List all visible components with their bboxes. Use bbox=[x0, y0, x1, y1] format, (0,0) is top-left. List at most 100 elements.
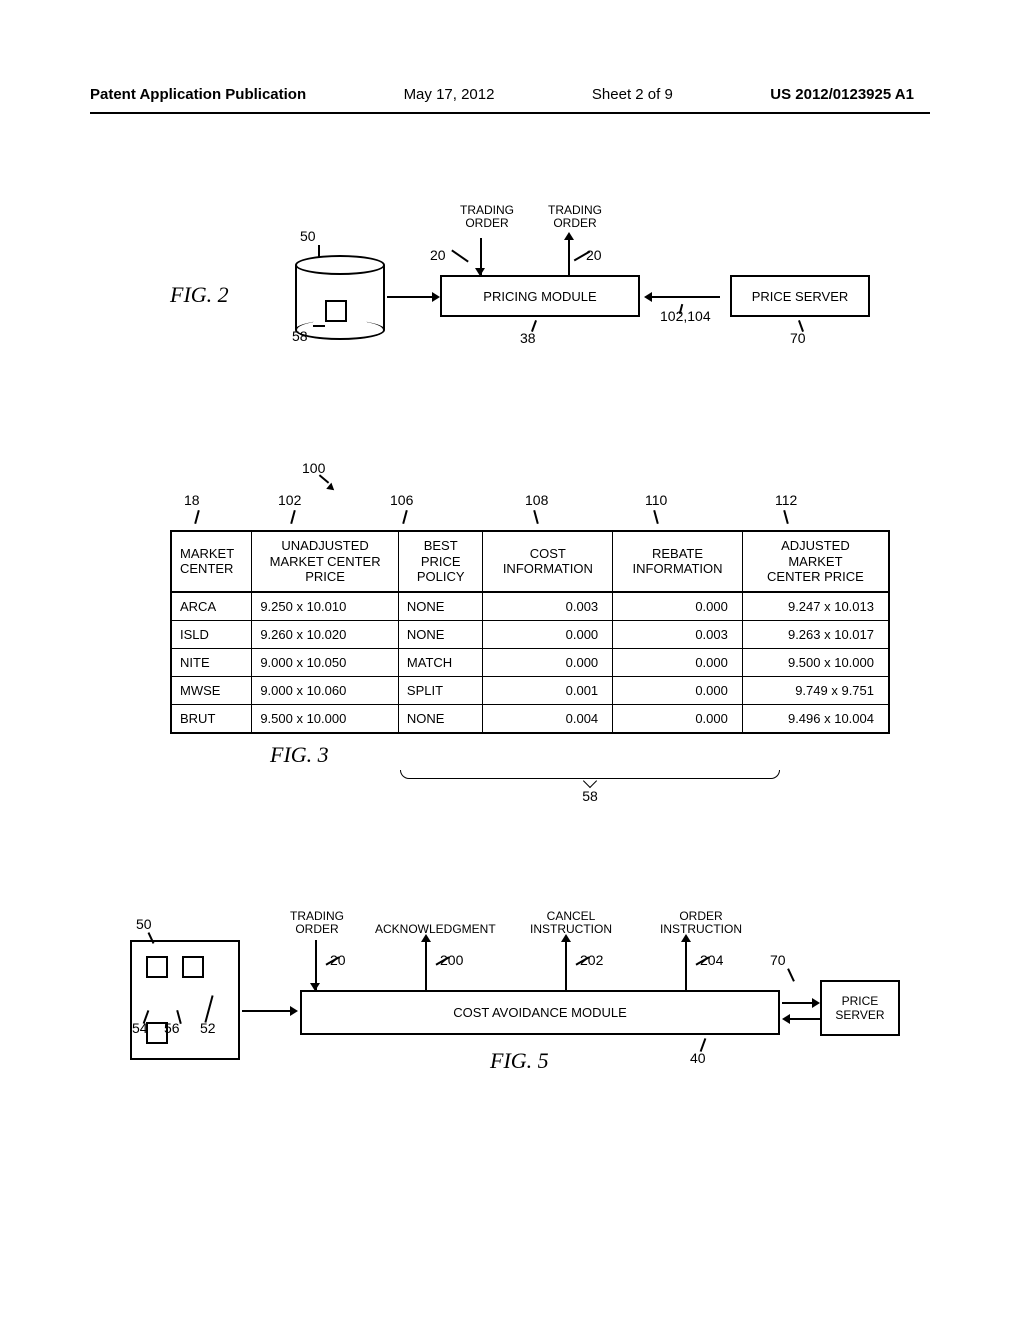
arrow-up bbox=[568, 240, 570, 275]
ref-52: 52 bbox=[200, 1020, 216, 1036]
leader-line bbox=[313, 325, 325, 327]
arrowhead-down-icon bbox=[475, 268, 485, 276]
colref-102: 102 bbox=[278, 492, 301, 508]
cost-avoidance-module-box: COST AVOIDANCE MODULE bbox=[300, 990, 780, 1035]
table-cell: NITE bbox=[171, 648, 252, 676]
table-cell: 0.001 bbox=[483, 676, 613, 704]
ref-70: 70 bbox=[770, 952, 786, 968]
arrowhead-down-icon bbox=[310, 983, 320, 991]
table-body: ARCA9.250 x 10.010NONE0.0030.0009.247 x … bbox=[171, 592, 889, 733]
ref-50: 50 bbox=[136, 916, 152, 932]
inner-box-56 bbox=[182, 956, 204, 978]
table-cell: 9.250 x 10.010 bbox=[252, 592, 399, 621]
table-cell: 0.004 bbox=[483, 704, 613, 733]
leader-line bbox=[533, 510, 539, 524]
table-cell: 0.003 bbox=[613, 620, 743, 648]
arrow-up bbox=[425, 942, 427, 990]
table-cell: 9.500 x 10.000 bbox=[252, 704, 399, 733]
acknowledgment-label: ACKNOWLEDGMENT bbox=[375, 922, 496, 936]
table-cell: MATCH bbox=[398, 648, 483, 676]
leader-line bbox=[318, 245, 320, 257]
price-server-box: PRICE SERVER bbox=[820, 980, 900, 1036]
th-policy: BEST PRICE POLICY bbox=[398, 531, 483, 592]
table-row: BRUT9.500 x 10.000NONE0.0040.0009.496 x … bbox=[171, 704, 889, 733]
table-cell: NONE bbox=[398, 704, 483, 733]
table-cell: 0.000 bbox=[483, 648, 613, 676]
leader-line bbox=[783, 510, 789, 524]
th-cost: COST INFORMATION bbox=[483, 531, 613, 592]
table-cell: 0.000 bbox=[613, 648, 743, 676]
table-cell: NONE bbox=[398, 592, 483, 621]
module-box-58 bbox=[325, 300, 347, 322]
th-rebate: REBATE INFORMATION bbox=[613, 531, 743, 592]
table-cell: 9.000 x 10.060 bbox=[252, 676, 399, 704]
leader-line bbox=[290, 510, 296, 524]
figure-5: 50 54 56 52 COST AVOIDANCE MODULE PRICE … bbox=[130, 910, 910, 1110]
price-server-box: PRICE SERVER bbox=[730, 275, 870, 317]
trading-order-label-out: TRADING ORDER bbox=[548, 204, 602, 230]
storage-cylinder bbox=[295, 255, 385, 340]
table-cell: MWSE bbox=[171, 676, 252, 704]
figure-2-label: FIG. 2 bbox=[170, 282, 229, 308]
colref-110: 110 bbox=[645, 492, 667, 508]
leader-line bbox=[451, 249, 469, 262]
table-cell: 9.000 x 10.050 bbox=[252, 648, 399, 676]
arrowhead-icon bbox=[326, 483, 337, 494]
header-divider bbox=[90, 112, 930, 114]
figure-5-label: FIG. 5 bbox=[490, 1048, 549, 1074]
arrow bbox=[652, 296, 720, 298]
page-header: Patent Application Publication May 17, 2… bbox=[0, 86, 1024, 103]
table-cell: 9.496 x 10.004 bbox=[742, 704, 889, 733]
price-server-label: PRICE SERVER bbox=[752, 289, 849, 304]
table-cell: 0.003 bbox=[483, 592, 613, 621]
table-cell: 9.260 x 10.020 bbox=[252, 620, 399, 648]
publication-label: Patent Application Publication bbox=[90, 86, 306, 103]
table-cell: 9.500 x 10.000 bbox=[742, 648, 889, 676]
cost-avoidance-label: COST AVOIDANCE MODULE bbox=[453, 1005, 627, 1020]
ref-70: 70 bbox=[790, 330, 806, 346]
ref-40: 40 bbox=[690, 1050, 706, 1066]
table-cell: 0.000 bbox=[613, 676, 743, 704]
arrow bbox=[782, 1002, 812, 1004]
brace-58 bbox=[400, 770, 780, 788]
pricing-module-box: PRICING MODULE bbox=[440, 275, 640, 317]
sheet-label: Sheet 2 of 9 bbox=[592, 86, 673, 103]
table-cell: ISLD bbox=[171, 620, 252, 648]
table-cell: 0.000 bbox=[613, 592, 743, 621]
leader-line bbox=[194, 510, 200, 524]
ref-58: 58 bbox=[292, 328, 308, 344]
leader-line bbox=[787, 968, 795, 982]
th-adjusted: ADJUSTED MARKET CENTER PRICE bbox=[742, 531, 889, 592]
ref-20a: 20 bbox=[430, 247, 446, 263]
arrow-up bbox=[685, 942, 687, 990]
arrow bbox=[790, 1018, 820, 1020]
colref-112: 112 bbox=[775, 492, 797, 508]
colref-106: 106 bbox=[390, 492, 413, 508]
price-server-label: PRICE SERVER bbox=[835, 994, 884, 1022]
leader-line bbox=[402, 510, 408, 524]
ref-50: 50 bbox=[300, 228, 316, 244]
figure-3-label: FIG. 3 bbox=[270, 742, 329, 768]
colref-18: 18 bbox=[184, 492, 200, 508]
table-row: NITE9.000 x 10.050MATCH0.0000.0009.500 x… bbox=[171, 648, 889, 676]
storage-box bbox=[130, 940, 240, 1060]
th-unadjusted: UNADJUSTED MARKET CENTER PRICE bbox=[252, 531, 399, 592]
leader-line bbox=[653, 510, 659, 524]
order-instruction-label: ORDER INSTRUCTION bbox=[660, 910, 742, 936]
table-cell: ARCA bbox=[171, 592, 252, 621]
ref-20b: 20 bbox=[586, 247, 602, 263]
trading-order-label: TRADING ORDER bbox=[290, 910, 344, 936]
table-cell: SPLIT bbox=[398, 676, 483, 704]
ref-100: 100 bbox=[302, 460, 325, 476]
ref-38: 38 bbox=[520, 330, 536, 346]
figure-2: FIG. 2 50 58 PRICING MODULE PRICE SERVER… bbox=[170, 210, 890, 380]
pricing-table: MARKET CENTER UNADJUSTED MARKET CENTER P… bbox=[170, 530, 890, 734]
table-row: MWSE9.000 x 10.060SPLIT0.0010.0009.749 x… bbox=[171, 676, 889, 704]
column-refs: 100 18 102 106 108 110 112 bbox=[170, 460, 890, 530]
arrow bbox=[387, 296, 432, 298]
th-market-center: MARKET CENTER bbox=[171, 531, 252, 592]
table-cell: 0.000 bbox=[483, 620, 613, 648]
cancel-instruction-label: CANCEL INSTRUCTION bbox=[530, 910, 612, 936]
pricing-module-label: PRICING MODULE bbox=[483, 289, 596, 304]
date-label: May 17, 2012 bbox=[404, 86, 495, 103]
